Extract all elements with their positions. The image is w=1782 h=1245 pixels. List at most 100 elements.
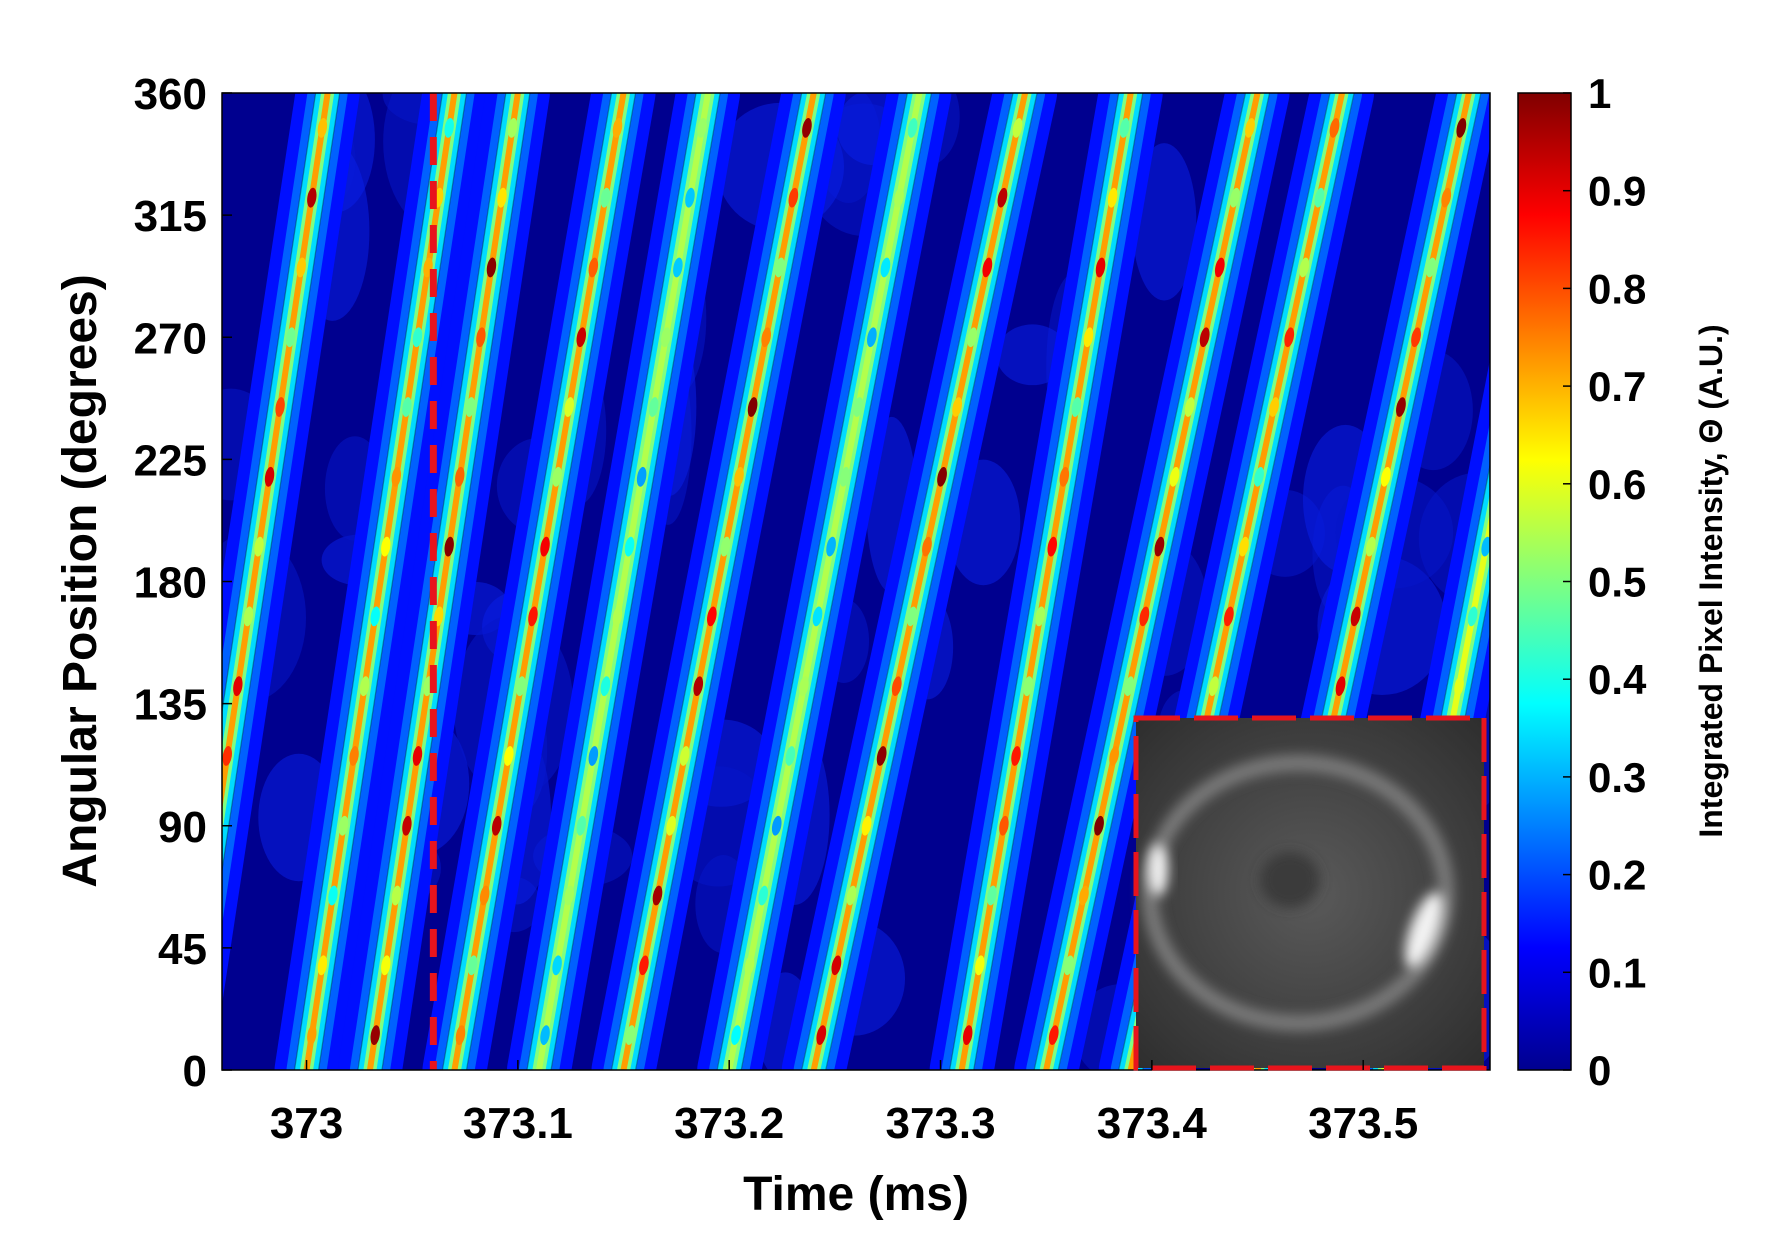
streak-contour bbox=[293, 93, 444, 1070]
streak-peak bbox=[1335, 676, 1346, 696]
streak-peak bbox=[1208, 676, 1219, 696]
streak-peak bbox=[734, 466, 744, 487]
streak-peak bbox=[576, 815, 587, 836]
streak-peak bbox=[296, 257, 306, 278]
streak-contour bbox=[801, 93, 1014, 1070]
streak-peak bbox=[540, 536, 550, 557]
streak-peak bbox=[673, 257, 683, 278]
plot-area bbox=[200, 92, 1491, 1071]
streak bbox=[1014, 93, 1290, 1070]
streak-peak bbox=[876, 746, 887, 766]
streak-peak bbox=[444, 117, 454, 138]
inset-image bbox=[1133, 715, 1487, 1071]
streak-peak bbox=[528, 606, 538, 627]
streak-peak bbox=[516, 676, 526, 697]
streak-peak bbox=[987, 885, 997, 906]
streak-peak bbox=[839, 466, 850, 487]
streak-peak bbox=[338, 815, 349, 836]
x-tick-label: 373.4 bbox=[1097, 1099, 1208, 1148]
streak-peak bbox=[636, 466, 647, 487]
streak-peak bbox=[1239, 536, 1249, 557]
streak-peak bbox=[200, 885, 212, 906]
streak-band bbox=[810, 93, 1029, 1070]
streak-peak bbox=[486, 257, 497, 278]
streak-peak bbox=[853, 397, 864, 417]
streak-peak bbox=[867, 327, 877, 348]
streak-peak bbox=[412, 746, 423, 766]
streak-contour bbox=[1033, 93, 1247, 1070]
inset-bright-right bbox=[1405, 892, 1443, 968]
streak-peak bbox=[576, 327, 587, 348]
streak-peak bbox=[1035, 606, 1045, 627]
streak-peak bbox=[317, 955, 328, 976]
streak-band bbox=[536, 93, 712, 1070]
streak bbox=[422, 93, 656, 1070]
streak-peak bbox=[937, 467, 947, 487]
streak-peak bbox=[997, 187, 1008, 208]
y-tick-label: 180 bbox=[134, 559, 207, 608]
streak-peak bbox=[444, 536, 454, 557]
streak-peak bbox=[476, 327, 486, 348]
streak-contour bbox=[222, 93, 341, 875]
streak-peak bbox=[1467, 606, 1478, 627]
streak-peak bbox=[1079, 885, 1089, 906]
streak-peak bbox=[1048, 1025, 1059, 1045]
inset-bright-left bbox=[1148, 844, 1168, 896]
streak-band bbox=[620, 93, 817, 1070]
streak-peak bbox=[693, 676, 704, 697]
streak-contour bbox=[465, 93, 637, 1070]
streak-peak bbox=[600, 187, 611, 208]
colorbar-tick-label: 0.7 bbox=[1588, 363, 1646, 410]
colorbar-tick-label: 0.5 bbox=[1588, 559, 1646, 606]
streak-peak bbox=[1254, 467, 1264, 487]
streak-peak bbox=[1230, 187, 1240, 208]
streak-peak bbox=[1124, 676, 1135, 696]
x-tick-label: 373.3 bbox=[885, 1099, 995, 1148]
streak-peak bbox=[264, 466, 275, 487]
colorbar-ticks: 0 0.1 0.2 0.3 0.4 0.5 0.6 0.7 0.8 0.9 1 bbox=[1563, 70, 1647, 1094]
streak-peak bbox=[802, 118, 812, 138]
streak-peak bbox=[465, 397, 476, 417]
streak-peak bbox=[962, 1025, 973, 1045]
streak-contour bbox=[222, 93, 317, 716]
streak-peak bbox=[359, 676, 370, 697]
streak-contour bbox=[825, 93, 1038, 1070]
colorbar: 0 0.1 0.2 0.3 0.4 0.5 0.6 0.7 0.8 0.9 1 Integrated… bbox=[1517, 70, 1729, 1094]
streak-contour bbox=[610, 93, 803, 1070]
streak-peak bbox=[588, 257, 599, 278]
colorbar-tick-label: 0.8 bbox=[1588, 265, 1646, 312]
streak-peak bbox=[652, 885, 663, 906]
x-tick-label: 373.1 bbox=[463, 1099, 573, 1148]
y-tick-label: 270 bbox=[134, 314, 207, 363]
colorbar-tick-label: 0 bbox=[1588, 1047, 1611, 1094]
colorbar-tick-label: 0.4 bbox=[1588, 656, 1647, 703]
streak-peak bbox=[1071, 397, 1082, 417]
streak-peak bbox=[1083, 327, 1094, 348]
streak bbox=[200, 93, 360, 1005]
streak-peak bbox=[812, 606, 823, 627]
streak-peak bbox=[744, 955, 755, 976]
y-tick-label: 45 bbox=[158, 925, 207, 974]
streak-peak bbox=[479, 885, 490, 906]
streak bbox=[507, 93, 741, 1070]
y-tick-label: 225 bbox=[134, 436, 207, 485]
streak-peak bbox=[370, 1025, 380, 1046]
x-tick-label: 373.2 bbox=[674, 1099, 784, 1148]
streak-peak bbox=[1223, 606, 1234, 627]
streak-peak bbox=[349, 746, 359, 766]
inset-border bbox=[1133, 715, 1487, 1071]
streak-peak bbox=[1119, 118, 1130, 138]
streak-peak bbox=[491, 815, 502, 836]
streak-peak bbox=[648, 397, 659, 417]
streak-peak bbox=[679, 746, 690, 766]
streak-peak bbox=[1456, 118, 1467, 138]
streak-peak bbox=[1441, 187, 1452, 208]
streak-peak bbox=[1299, 257, 1310, 278]
y-tick-label: 90 bbox=[158, 803, 207, 852]
streak-peak bbox=[1063, 955, 1074, 976]
streak-peak bbox=[982, 257, 993, 278]
streak-peak bbox=[1329, 118, 1340, 138]
streak bbox=[697, 93, 952, 1070]
y-tick-label: 0 bbox=[183, 1047, 207, 1096]
streak-contour bbox=[526, 93, 697, 1070]
